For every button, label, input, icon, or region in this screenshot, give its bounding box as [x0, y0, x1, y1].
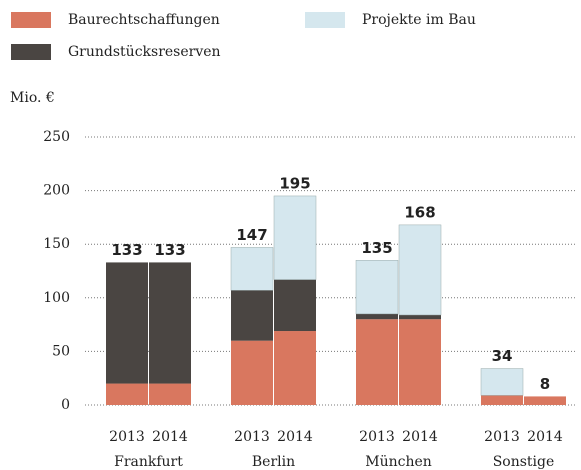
bar-segment — [231, 340, 273, 405]
y-tick-label: 250 — [43, 129, 70, 145]
bar-segment — [355, 260, 399, 315]
legend-swatch — [11, 44, 51, 60]
y-tick-label: 100 — [43, 290, 70, 306]
total-label: 135 — [361, 239, 392, 257]
group-label: Frankfurt — [114, 454, 183, 470]
x-tick-label: 2014 — [402, 429, 438, 445]
legend-swatch — [11, 12, 51, 28]
total-label: 195 — [279, 174, 310, 192]
x-tick-label: 2014 — [152, 429, 188, 445]
legend-swatch — [305, 12, 345, 28]
total-label: 147 — [236, 226, 267, 244]
bar-segment — [399, 314, 441, 320]
group-label: Sonstige — [493, 454, 555, 470]
legend-label: Projekte im Bau — [362, 12, 476, 28]
y-tick-label: 150 — [43, 236, 70, 252]
bar-segment — [356, 319, 398, 405]
bar-segment — [273, 195, 317, 280]
x-tick-label: 2014 — [527, 429, 563, 445]
bar-segment — [149, 383, 191, 405]
bar-segment — [399, 319, 441, 405]
total-label: 168 — [404, 203, 435, 221]
x-tick-label: 2013 — [109, 429, 145, 445]
x-tick-label: 2014 — [277, 429, 313, 445]
bar-segment — [356, 313, 398, 320]
y-axis-label: Mio. € — [10, 90, 55, 106]
bar-segment — [106, 383, 148, 405]
total-label: 8 — [540, 375, 550, 393]
bar-segment — [106, 262, 148, 384]
x-tick-label: 2013 — [234, 429, 270, 445]
bar-segment — [398, 224, 442, 316]
y-tick-label: 0 — [61, 397, 70, 413]
bar-segment — [524, 396, 566, 405]
total-label: 133 — [111, 241, 142, 259]
bar-segment — [231, 290, 273, 341]
bar-segment — [274, 279, 316, 332]
group-label: Berlin — [252, 454, 295, 470]
bar-segment — [230, 247, 274, 291]
bar-segment — [274, 331, 316, 405]
group-label: München — [365, 454, 432, 470]
bar-segment — [480, 368, 524, 396]
x-tick-label: 2013 — [484, 429, 520, 445]
x-tick-label: 2013 — [359, 429, 395, 445]
legend-label: Baurechtschaffungen — [68, 12, 220, 28]
bar-segment — [481, 395, 523, 405]
bar-segment — [149, 262, 191, 384]
total-label: 34 — [492, 347, 513, 365]
y-tick-label: 200 — [43, 183, 70, 199]
legend-label: Grundstücksreserven — [68, 44, 221, 60]
y-tick-label: 50 — [52, 343, 70, 359]
total-label: 133 — [154, 241, 185, 259]
